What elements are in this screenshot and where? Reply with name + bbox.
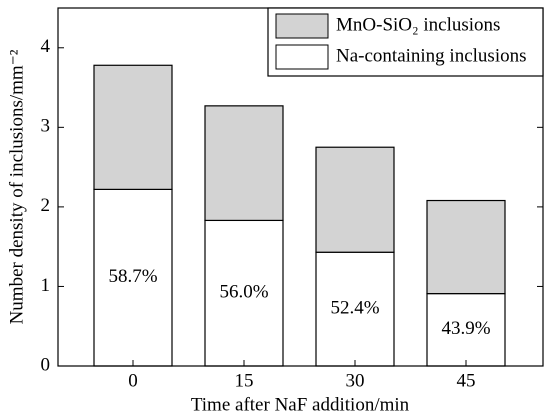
x-tick-label: 30 xyxy=(346,370,365,391)
y-tick-label: 4 xyxy=(41,36,51,57)
legend-label: MnO-SiO₂ inclusions xyxy=(336,14,500,35)
annotation: 52.4% xyxy=(330,297,379,318)
annotation: 56.0% xyxy=(219,282,268,303)
bar-segment xyxy=(204,105,284,222)
y-tick-label: 0 xyxy=(41,354,51,375)
y-tick-label: 3 xyxy=(41,116,51,137)
y-axis-label: Number density of inclusions/mm⁻² xyxy=(6,49,27,324)
y-tick-label: 2 xyxy=(41,195,51,216)
legend-label: Na-containing inclusions xyxy=(336,45,527,66)
bar-segment xyxy=(204,219,284,367)
bar-segment xyxy=(315,146,395,253)
legend-swatch xyxy=(275,13,329,39)
x-tick-label: 0 xyxy=(128,370,138,391)
y-tick-label: 1 xyxy=(41,275,51,296)
x-axis-label: Time after NaF addition/min xyxy=(191,394,410,415)
bar-segment xyxy=(93,64,173,190)
bar-segment xyxy=(426,199,506,295)
annotation: 58.7% xyxy=(108,266,157,287)
annotation: 43.9% xyxy=(441,318,490,339)
x-tick-label: 45 xyxy=(457,370,476,391)
legend-swatch xyxy=(275,44,329,70)
x-tick-label: 15 xyxy=(235,370,254,391)
